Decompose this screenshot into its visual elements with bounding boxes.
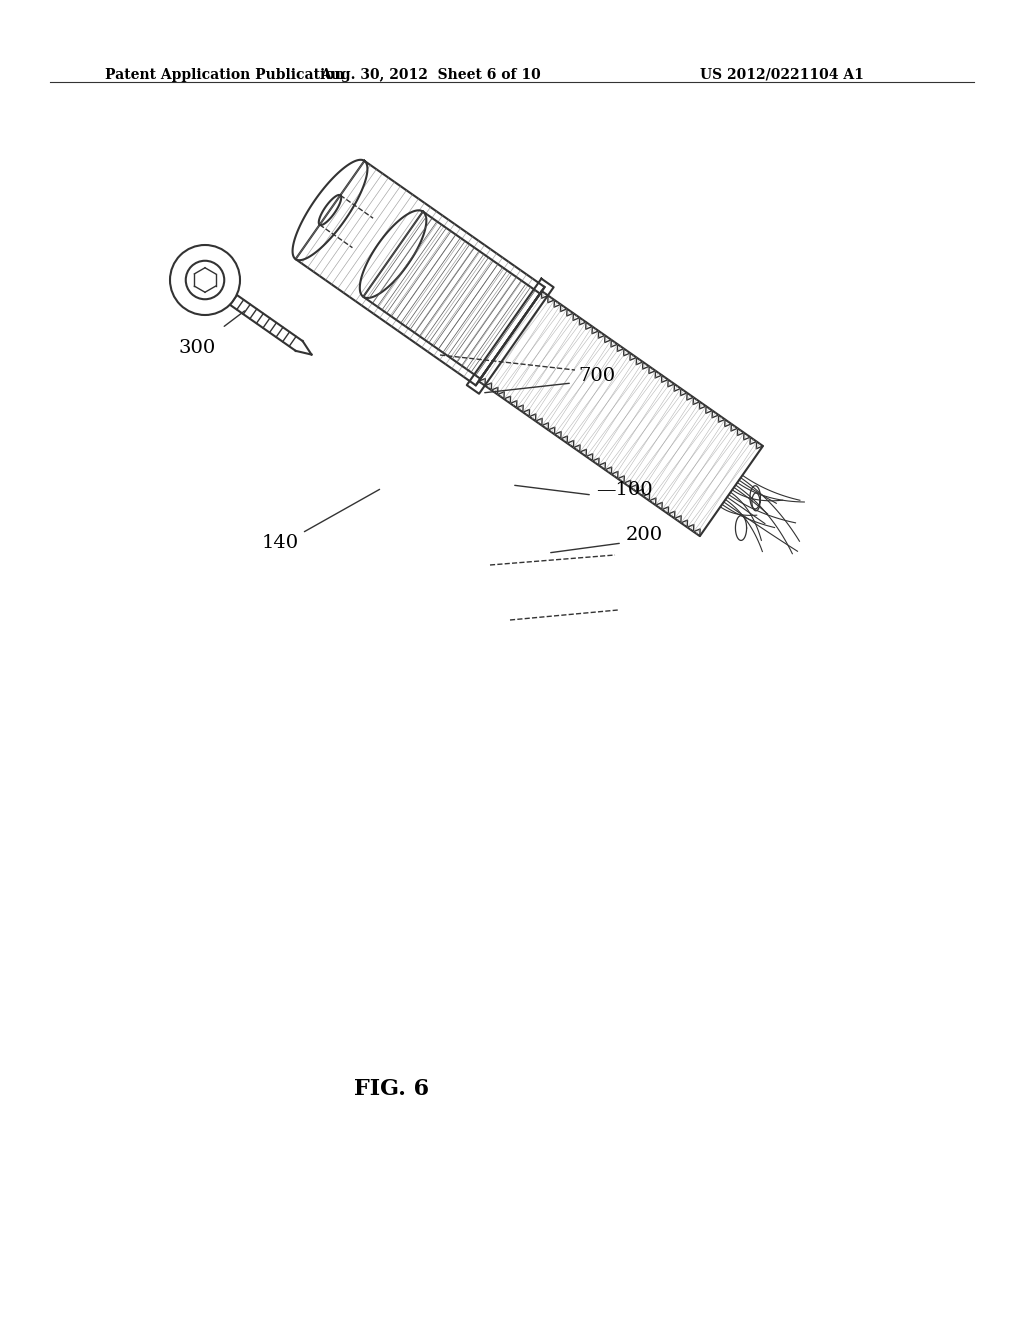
Text: 300: 300 <box>178 339 216 356</box>
Text: 700: 700 <box>578 367 615 385</box>
Text: US 2012/0221104 A1: US 2012/0221104 A1 <box>700 69 864 82</box>
Text: 200: 200 <box>626 525 664 544</box>
Text: Patent Application Publication: Patent Application Publication <box>105 69 345 82</box>
Text: —100: —100 <box>596 480 652 499</box>
Text: 140: 140 <box>261 535 299 552</box>
Text: Aug. 30, 2012  Sheet 6 of 10: Aug. 30, 2012 Sheet 6 of 10 <box>319 69 541 82</box>
Text: FIG. 6: FIG. 6 <box>354 1078 429 1100</box>
